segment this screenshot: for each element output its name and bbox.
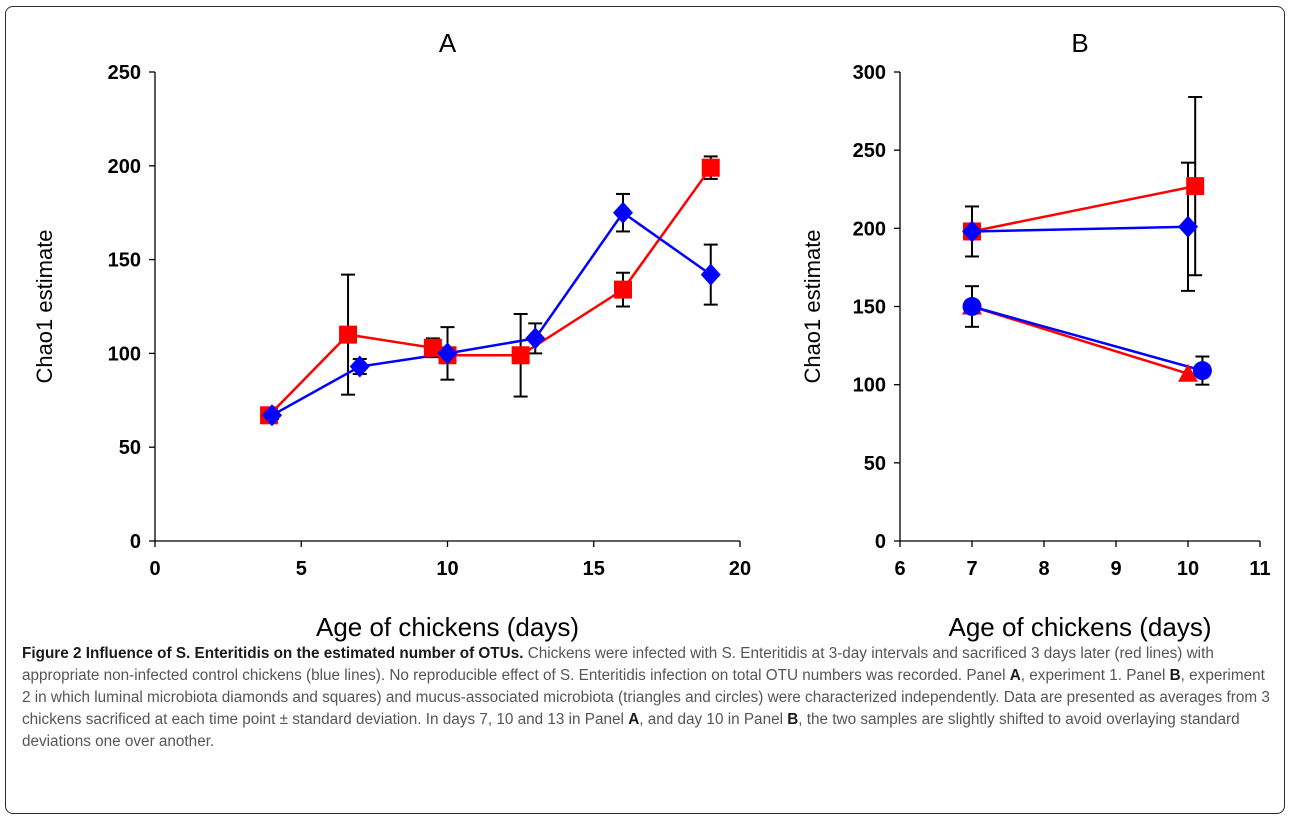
y-tick-label: 200 — [108, 156, 141, 178]
y-tick-label: 0 — [130, 531, 141, 553]
data-point-square — [339, 325, 358, 344]
data-point-square — [701, 158, 720, 177]
caption-run: B — [787, 711, 799, 728]
data-point-diamond — [962, 220, 982, 243]
caption-run: , the two samples are slightly shifted t… — [22, 711, 1240, 750]
x-tick-label: 9 — [1110, 558, 1121, 580]
y-tick-label: 250 — [108, 62, 141, 84]
x-tick-label: 10 — [436, 558, 458, 580]
y-tick-label: 50 — [119, 437, 141, 459]
x-axis-label: Age of chickens (days) — [948, 612, 1211, 642]
y-tick-label: 150 — [853, 297, 886, 319]
y-tick-label: 200 — [853, 218, 886, 240]
x-tick-label: 20 — [729, 558, 751, 580]
x-tick-label: 10 — [1177, 558, 1199, 580]
series-line — [971, 225, 1189, 233]
data-point-diamond — [700, 263, 721, 286]
panel-b: B 0 50 100 150 200 250 300 6 7 8 9 10 11 Age of chicke… — [800, 28, 1271, 642]
data-point-square — [1186, 177, 1205, 196]
series-line — [271, 210, 712, 417]
caption-body: Chickens were infected with S. Enteritid… — [22, 645, 1270, 750]
x-axis-label: Age of chickens (days) — [316, 612, 579, 642]
y-axis-label: Chao1 estimate — [800, 229, 825, 383]
caption-run: , experiment 2 in which luminal microbio… — [22, 667, 1270, 728]
panel-a: A 0 50 100 150 200 250 0 5 10 15 20 Age of chickens … — [32, 28, 751, 642]
data-point-diamond — [262, 404, 282, 427]
panel-title: A — [439, 28, 457, 58]
data-point-square — [423, 338, 442, 357]
data-point-square — [511, 346, 530, 365]
caption-run: , experiment 1. Panel — [1020, 667, 1170, 684]
x-tick-label: 7 — [966, 558, 977, 580]
figure-frame — [5, 6, 1285, 814]
caption-run: Chickens were infected with S. Enteritid… — [22, 645, 1214, 684]
y-tick-label: 100 — [853, 375, 886, 397]
y-tick-label: 150 — [108, 250, 141, 272]
caption-run: A — [1009, 667, 1021, 684]
x-tick-label: 6 — [894, 558, 905, 580]
figure-caption: Figure 2 Influence of S. Enteritidis on … — [22, 643, 1272, 753]
x-tick-label: 15 — [583, 558, 605, 580]
series-line — [268, 166, 712, 417]
data-point-triangle — [1178, 363, 1198, 382]
data-point-diamond — [437, 342, 458, 365]
y-tick-label: 250 — [853, 140, 886, 162]
x-tick-label: 0 — [149, 558, 160, 580]
data-point-diamond — [1178, 215, 1198, 238]
panel-title: B — [1071, 28, 1088, 58]
x-tick-label: 8 — [1038, 558, 1049, 580]
y-tick-label: 50 — [864, 453, 886, 475]
caption-run: B — [1169, 667, 1181, 684]
data-point-circle — [962, 297, 982, 316]
x-tick-label: 11 — [1249, 558, 1270, 580]
data-point-diamond — [349, 355, 370, 378]
data-point-diamond — [525, 327, 546, 350]
y-tick-label: 100 — [108, 343, 141, 365]
caption-title: Figure 2 Influence of S. Enteritidis on … — [22, 645, 524, 662]
data-point-diamond — [613, 201, 633, 224]
y-tick-label: 300 — [853, 62, 886, 84]
x-tick-label: 5 — [296, 558, 307, 580]
y-axis-label: Chao1 estimate — [32, 229, 57, 383]
data-point-square — [614, 280, 632, 299]
series-line — [971, 305, 1203, 372]
caption-run: , and day 10 in Panel — [639, 711, 788, 728]
y-tick-label: 0 — [875, 531, 886, 553]
caption-run: A — [628, 711, 640, 728]
data-point-circle — [1192, 361, 1212, 381]
series-line — [971, 184, 1196, 233]
